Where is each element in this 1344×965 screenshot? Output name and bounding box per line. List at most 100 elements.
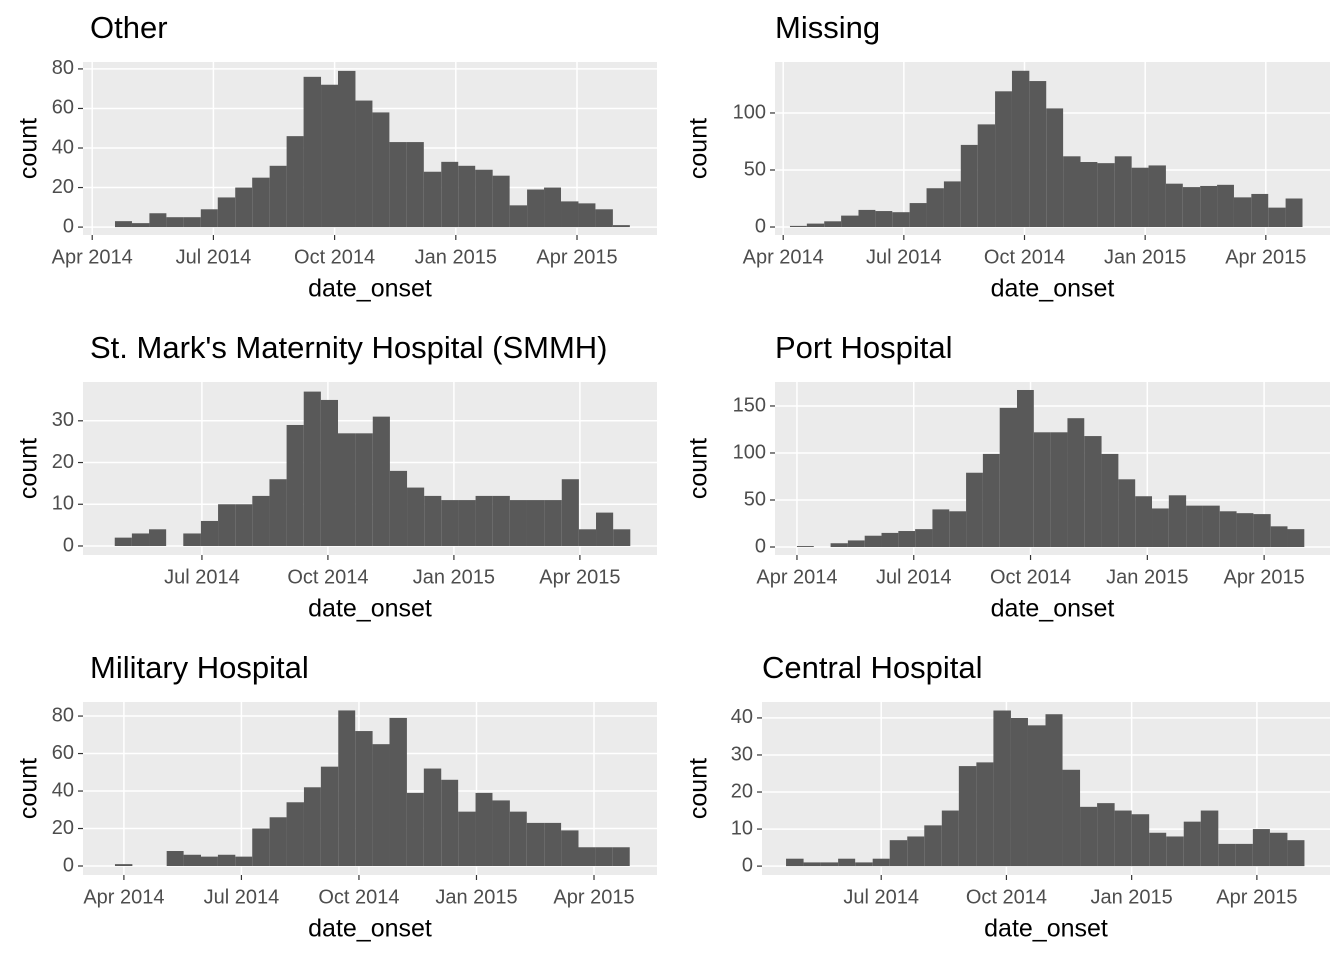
y-tick-label: 80 xyxy=(52,704,74,726)
bar xyxy=(544,187,562,228)
y-tick-label: 0 xyxy=(63,534,74,556)
bar xyxy=(1016,389,1034,548)
bar xyxy=(544,500,562,546)
panel: 0 50 100 150 Apr 2014 Jul 2014 Oct 2014 Jan 201… xyxy=(685,330,1330,623)
bar xyxy=(578,847,596,867)
bar xyxy=(372,416,390,546)
bar xyxy=(218,504,236,546)
bar xyxy=(114,221,132,228)
bar xyxy=(820,862,839,867)
bar xyxy=(561,201,579,228)
bar xyxy=(958,766,977,867)
x-tick-label: Oct 2014 xyxy=(990,566,1071,588)
bar xyxy=(286,802,304,867)
bar xyxy=(183,854,201,867)
bar xyxy=(1063,156,1081,228)
x-tick-label: Jan 2015 xyxy=(1104,246,1186,268)
bar xyxy=(612,847,630,867)
bar xyxy=(786,858,804,867)
bar xyxy=(166,851,184,867)
bar xyxy=(166,217,184,228)
bar xyxy=(1287,840,1305,867)
bar xyxy=(1114,810,1132,867)
x-tick-label: Apr 2015 xyxy=(553,886,634,908)
x-tick-label: Oct 2014 xyxy=(966,886,1047,908)
panel-title: Other xyxy=(90,10,168,45)
bar xyxy=(1202,505,1220,548)
bar xyxy=(1236,513,1254,548)
bar xyxy=(303,76,322,228)
bar xyxy=(321,84,339,228)
y-axis-title: count xyxy=(685,438,713,499)
x-axis-title: date_onset xyxy=(984,915,1108,943)
bar xyxy=(993,710,1011,867)
bar xyxy=(864,535,882,548)
y-tick-label: 40 xyxy=(52,779,74,801)
bar xyxy=(338,710,356,867)
bar xyxy=(475,792,493,867)
bar xyxy=(1200,185,1218,228)
bar xyxy=(1252,829,1270,867)
panel-title: St. Mark's Maternity Hospital (SMMH) xyxy=(90,330,608,365)
bar xyxy=(1046,108,1064,228)
y-tick-label: 0 xyxy=(742,854,753,876)
x-tick-label: Jul 2014 xyxy=(876,566,952,588)
bar xyxy=(458,165,476,228)
bar xyxy=(252,177,270,228)
bar xyxy=(578,203,596,228)
bar xyxy=(830,543,848,548)
panel-title: Military Hospital xyxy=(90,650,309,685)
y-tick-label: 0 xyxy=(755,215,766,237)
x-tick-label: Jan 2015 xyxy=(1106,566,1188,588)
bar xyxy=(941,810,959,867)
bar xyxy=(131,223,150,228)
y-tick-label: 0 xyxy=(63,215,74,237)
bar xyxy=(796,546,814,548)
bar xyxy=(235,504,253,546)
x-tick-label: Jan 2015 xyxy=(415,246,497,268)
y-tick-label: 20 xyxy=(52,176,74,198)
x-tick-label: Jan 2015 xyxy=(413,566,495,588)
bar xyxy=(355,433,373,546)
bar xyxy=(389,470,408,546)
x-tick-label: Jul 2014 xyxy=(164,566,240,588)
bar xyxy=(389,142,407,228)
y-tick-label: 40 xyxy=(52,136,74,158)
bar xyxy=(200,520,219,546)
bar xyxy=(303,391,321,546)
panel-title: Central Hospital xyxy=(762,650,983,685)
y-axis-title: count xyxy=(685,758,713,819)
bar xyxy=(1131,814,1150,867)
bar xyxy=(1200,810,1219,867)
x-tick-label: Jan 2015 xyxy=(1091,886,1173,908)
y-tick-label: 10 xyxy=(52,493,74,515)
bar xyxy=(960,144,978,228)
bar xyxy=(441,500,459,546)
bar xyxy=(1253,514,1271,548)
bar xyxy=(149,213,167,228)
bar xyxy=(252,828,270,867)
x-tick-label: Oct 2014 xyxy=(318,886,399,908)
y-tick-label: 100 xyxy=(733,101,766,123)
bar xyxy=(1166,836,1184,867)
bar xyxy=(407,487,425,546)
panel-title: Port Hospital xyxy=(775,330,952,365)
x-tick-label: Oct 2014 xyxy=(287,566,368,588)
x-axis-title: date_onset xyxy=(308,595,432,623)
bar xyxy=(424,495,442,546)
bar xyxy=(217,854,236,867)
x-tick-label: Apr 2014 xyxy=(743,246,824,268)
bar xyxy=(458,500,476,546)
bar xyxy=(1084,436,1102,548)
bar xyxy=(252,495,270,546)
y-tick-label: 20 xyxy=(52,451,74,473)
bar xyxy=(1067,418,1085,548)
bar xyxy=(320,766,339,867)
bar xyxy=(1114,156,1132,228)
bar xyxy=(595,847,613,867)
bar xyxy=(235,187,253,228)
bar xyxy=(183,217,201,228)
bar xyxy=(926,188,944,228)
bar xyxy=(269,479,287,546)
x-tick-label: Apr 2014 xyxy=(756,566,837,588)
